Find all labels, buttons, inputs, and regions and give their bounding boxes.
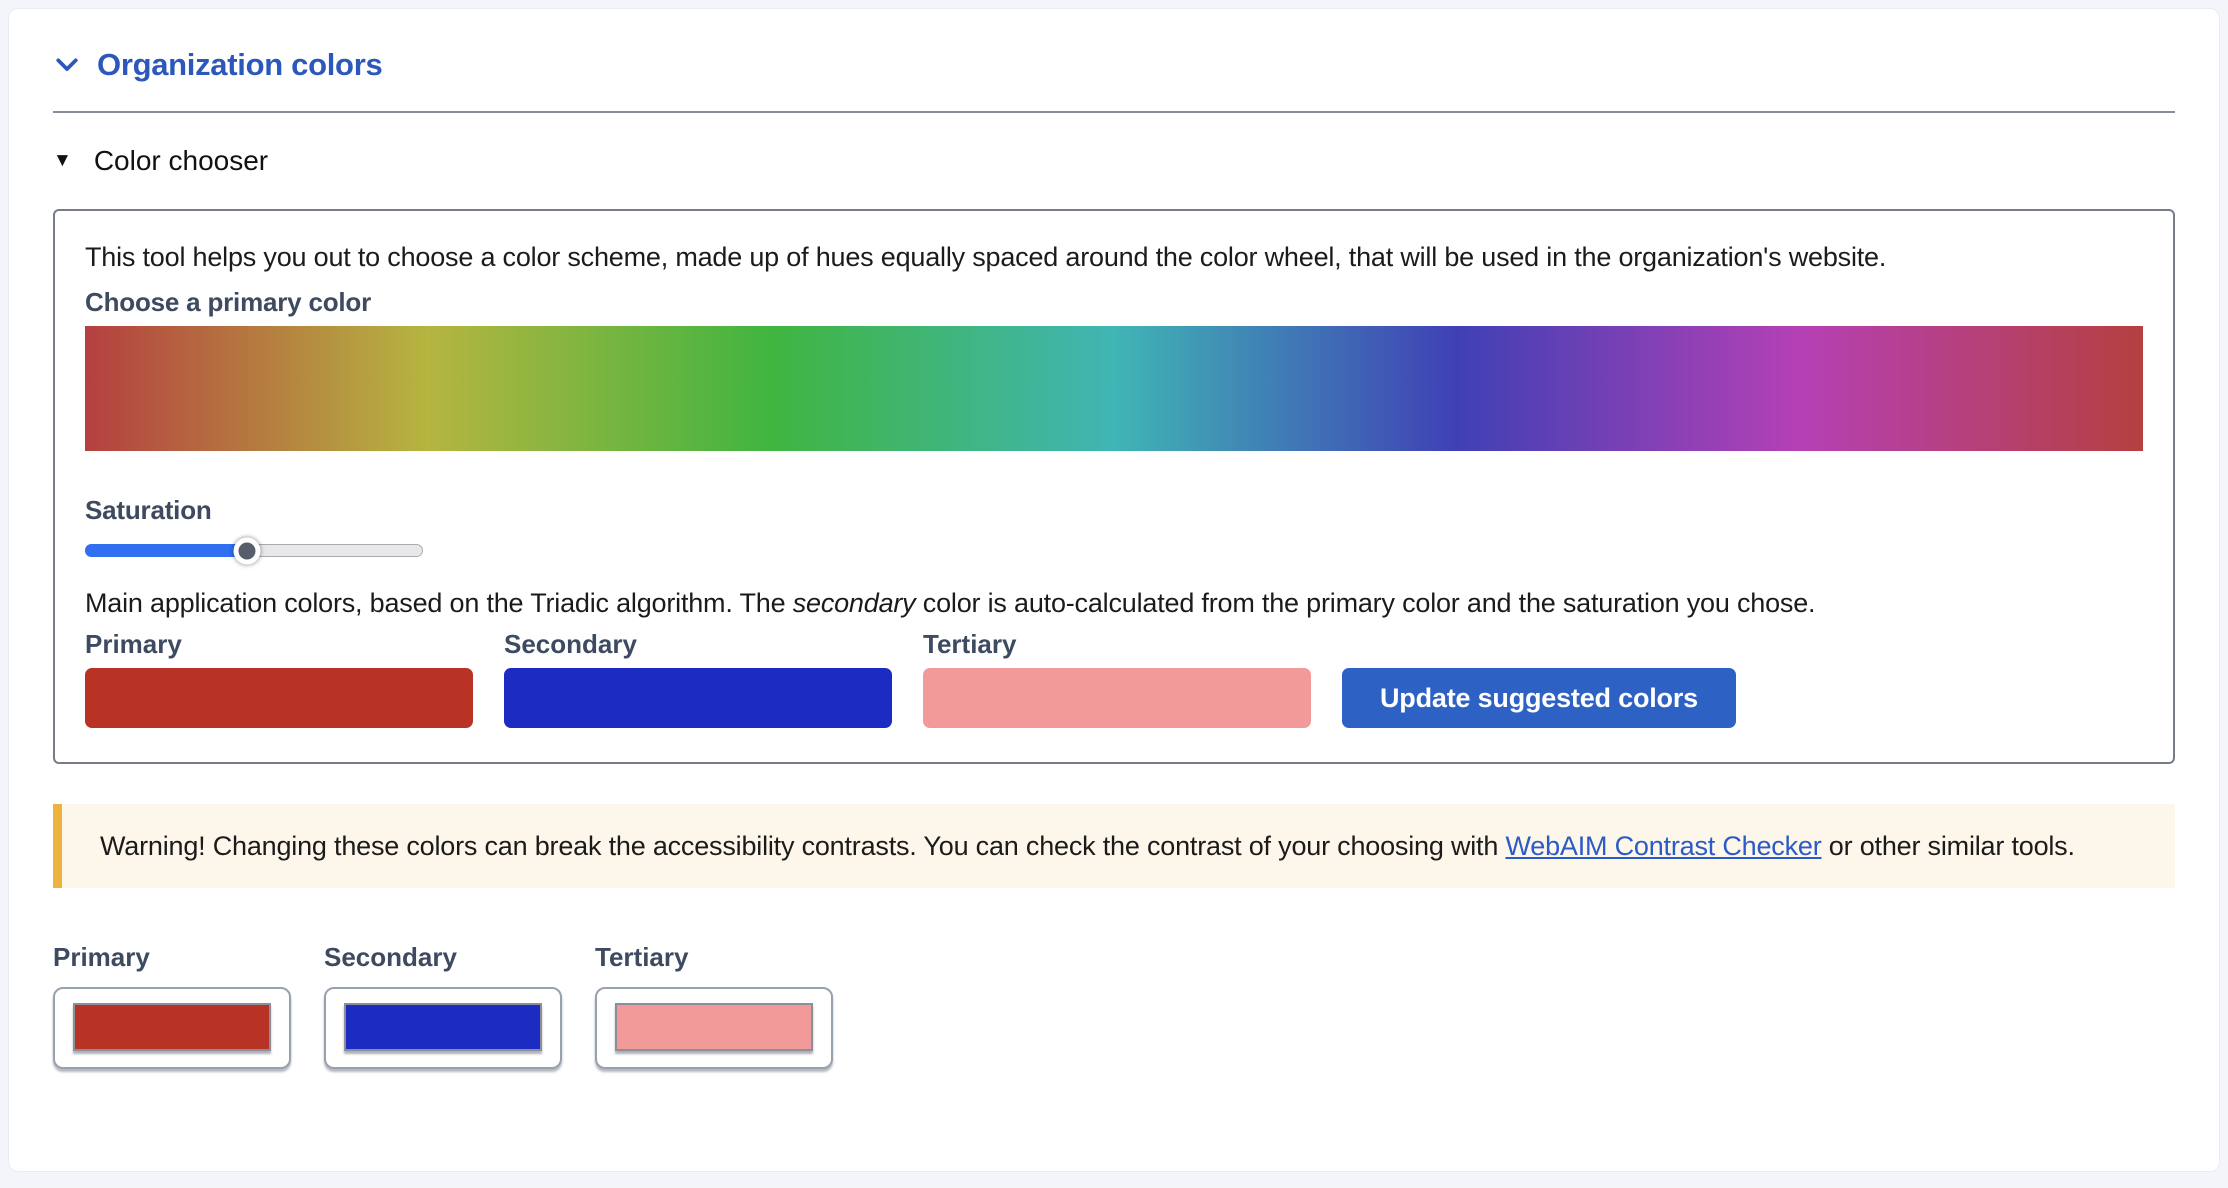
suggested-secondary-label: Secondary [504,629,637,659]
warning-text-end: or other similar tools. [1821,831,2075,861]
saturation-label: Saturation [85,495,212,525]
organization-settings-card: Organization colors ▼ Color chooser This… [8,8,2220,1172]
color-chooser-summary[interactable]: ▼ Color chooser [53,145,268,177]
primary-color-input-label: Primary [53,942,150,972]
main-colors-text-end: color is auto-calculated from the primar… [915,588,1816,618]
main-colors-text-italic: secondary [792,588,916,618]
tertiary-color-input-swatch [615,1003,813,1051]
color-chooser-fieldset: This tool helps you out to choose a colo… [53,209,2175,764]
suggested-colors-row: Primary Secondary Tertiary Update sugges… [85,629,2143,728]
saturation-slider-fill [85,544,248,557]
triangle-down-icon: ▼ [53,150,72,171]
section-divider [53,111,2175,113]
update-suggested-colors-button[interactable]: Update suggested colors [1342,668,1736,728]
organization-colors-accordion[interactable]: Organization colors [53,39,383,83]
tertiary-color-input-label: Tertiary [595,942,689,972]
suggested-secondary-swatch [504,668,892,728]
warning-text-start: Warning! Changing these colors can break… [100,831,1506,861]
main-colors-text-start: Main application colors, based on the Tr… [85,588,793,618]
accessibility-warning-callout: Warning! Changing these colors can break… [53,804,2175,888]
hue-gradient-bar[interactable] [85,326,2143,451]
primary-color-picker-label: Choose a primary color [85,287,372,317]
section-title: Organization colors [97,47,383,82]
suggested-tertiary-swatch [923,668,1311,728]
suggested-tertiary-column: Tertiary [923,629,1311,728]
color-inputs-row: Primary Secondary Tertiary [53,942,2175,1069]
saturation-slider-thumb[interactable] [233,537,261,564]
chooser-description: This tool helps you out to choose a colo… [85,242,1887,272]
suggested-primary-label: Primary [85,629,182,659]
primary-color-input-swatch [73,1003,271,1051]
secondary-color-input-swatch [344,1003,542,1051]
suggested-primary-column: Primary [85,629,473,728]
secondary-color-input[interactable] [324,987,562,1069]
primary-color-input[interactable] [53,987,291,1069]
main-colors-description: Main application colors, based on the Tr… [85,585,2143,621]
suggested-primary-swatch [85,668,473,728]
tertiary-color-input-column: Tertiary [595,942,833,1069]
saturation-slider[interactable] [85,537,423,564]
secondary-color-input-label: Secondary [324,942,457,972]
color-chooser-summary-label: Color chooser [93,145,269,176]
primary-color-input-column: Primary [53,942,291,1069]
suggested-tertiary-label: Tertiary [923,629,1017,659]
tertiary-color-input[interactable] [595,987,833,1069]
webaim-contrast-checker-link[interactable]: WebAIM Contrast Checker [1505,831,1822,861]
chevron-down-icon [56,58,78,71]
suggested-secondary-column: Secondary [504,629,892,728]
secondary-color-input-column: Secondary [324,942,562,1069]
